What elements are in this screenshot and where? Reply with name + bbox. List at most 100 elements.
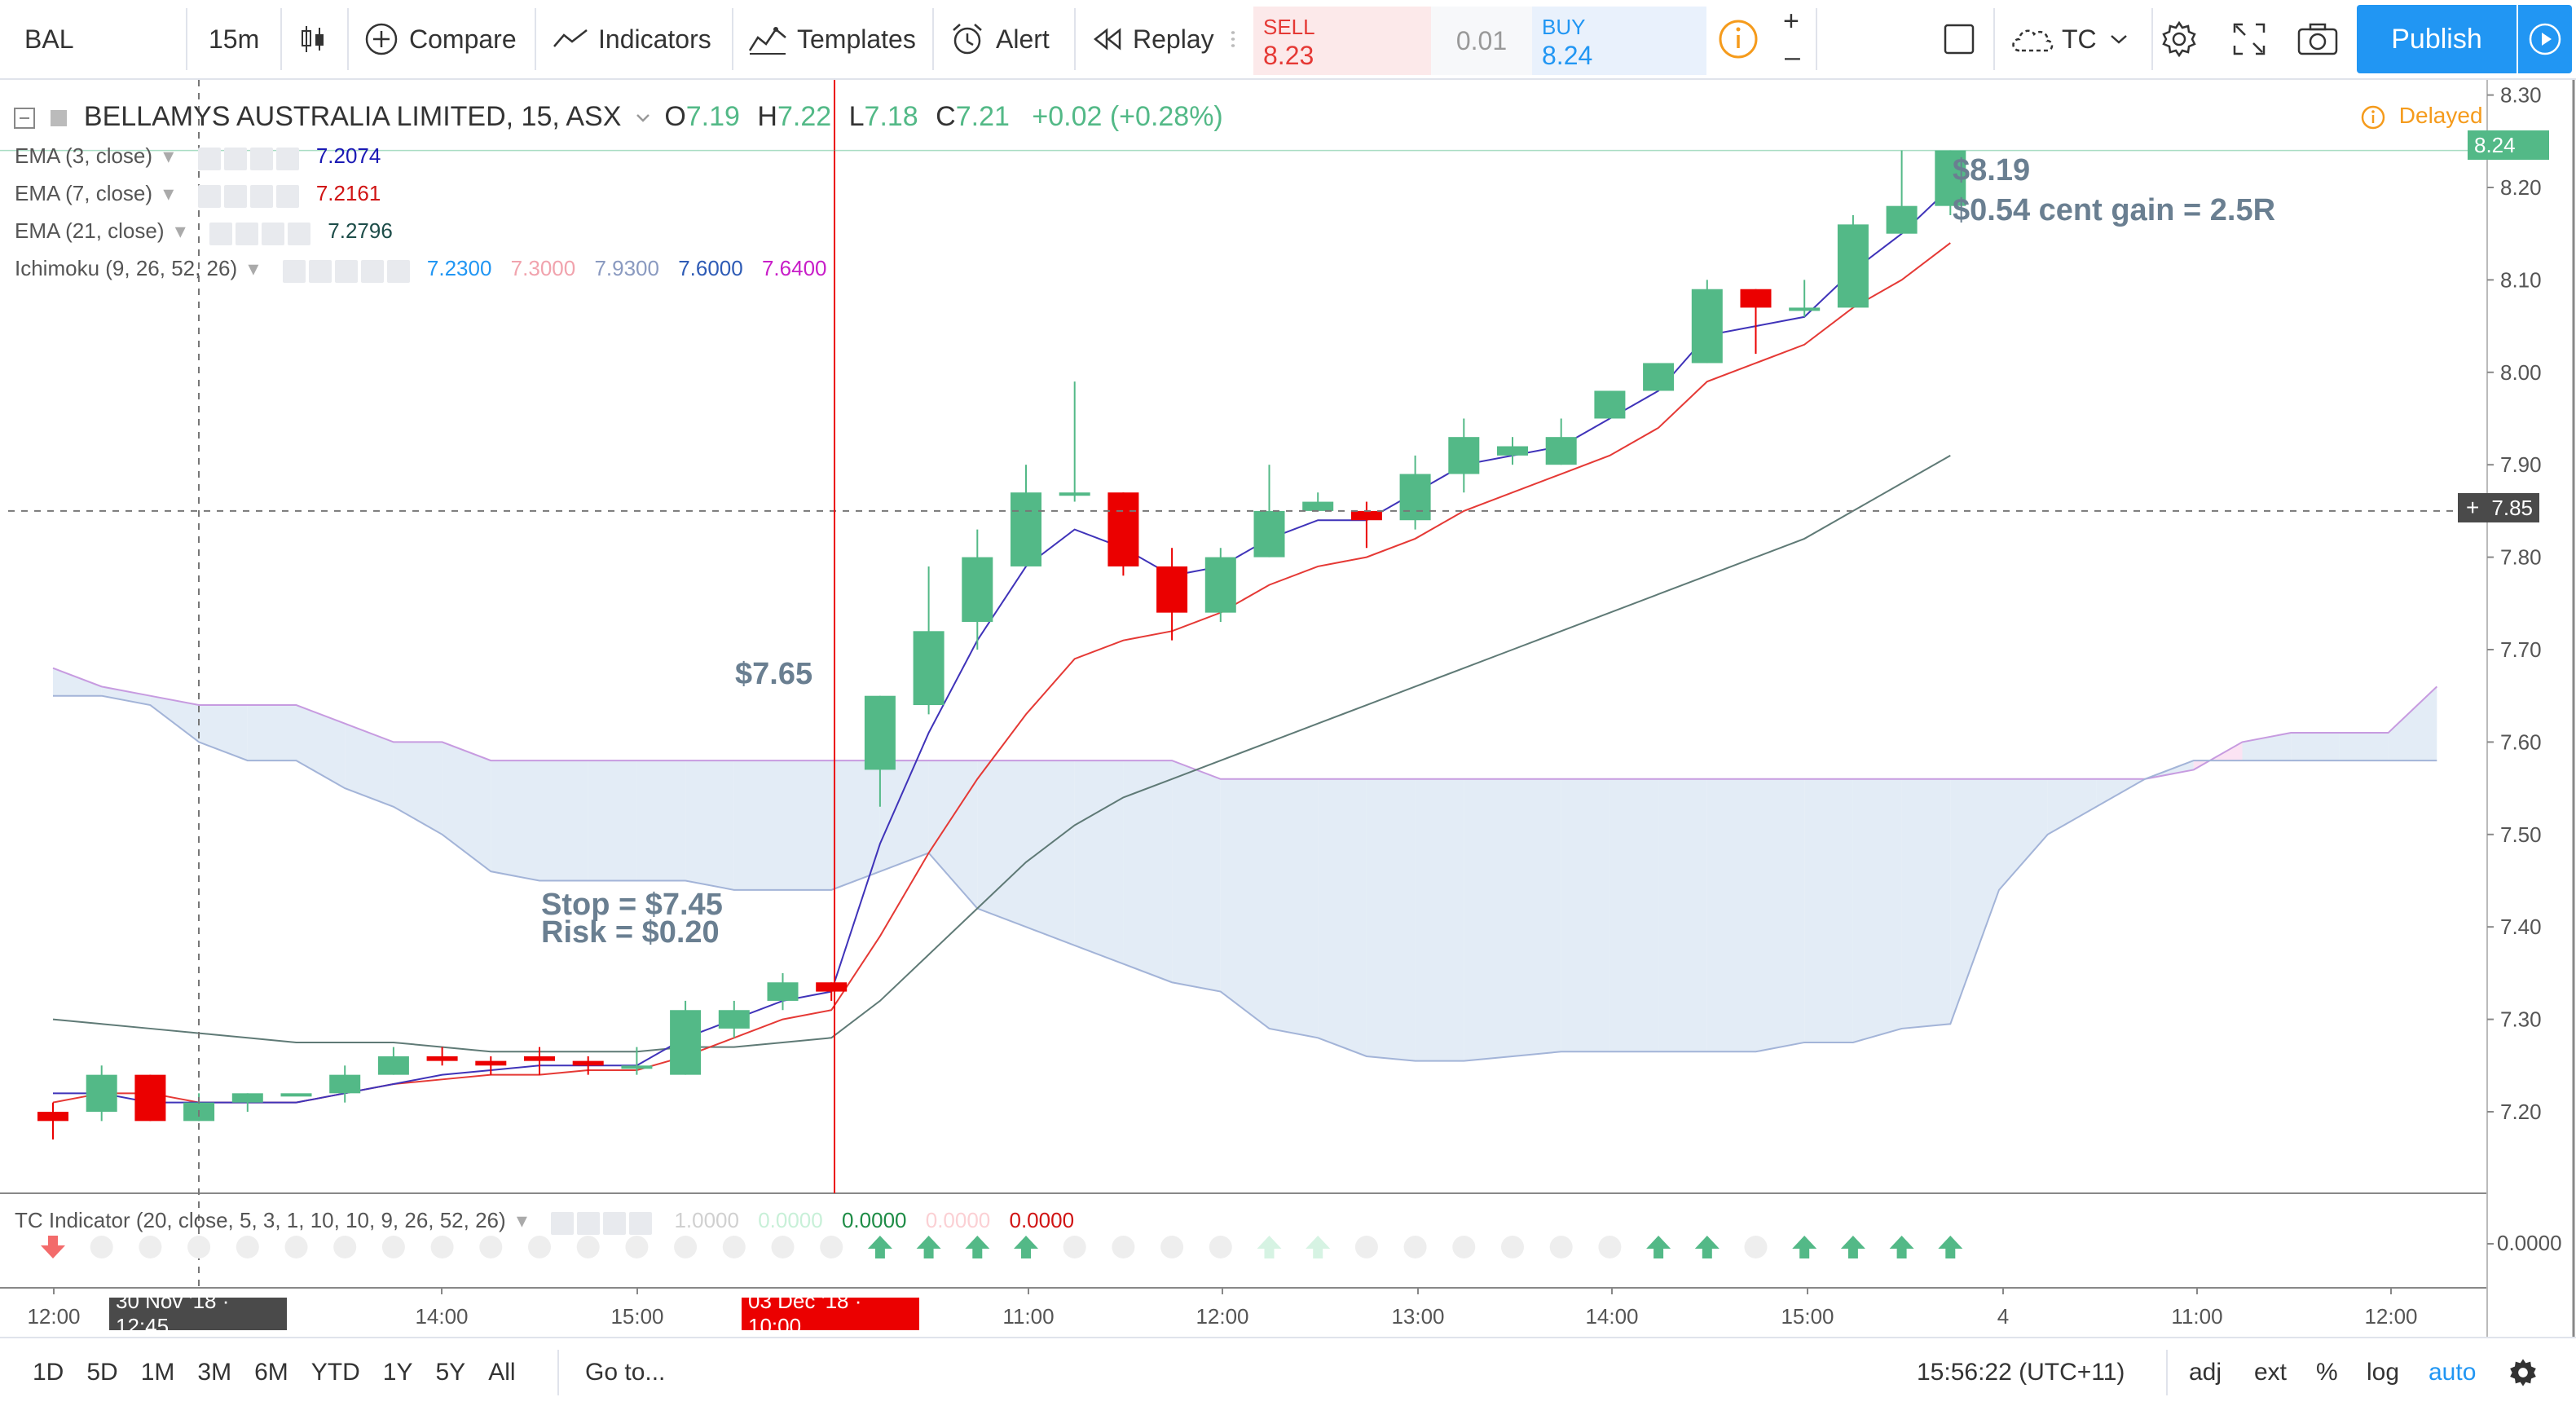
cloud-segment (539, 760, 588, 881)
divider (732, 8, 733, 70)
chart-canvas[interactable]: 8.30 8.20 8.10 8.00 7.90 7.80 7.70 7.60 7.50 7.40… (0, 80, 2576, 1337)
open-value: 7.19 (685, 101, 740, 132)
chart-type-button[interactable] (298, 0, 328, 78)
gain-annotation[interactable]: $0.54 cent gain = 2.5R (1953, 193, 2276, 227)
cloud-segment (296, 705, 346, 789)
range-3m-button[interactable]: 3M (197, 1358, 232, 1386)
high-label: H (757, 101, 777, 132)
clock[interactable]: 15:56:22 (UTC+11) (1917, 1358, 2125, 1386)
interval-button[interactable]: 15m (209, 0, 259, 78)
snapshot-button[interactable] (2296, 0, 2339, 78)
plus-button[interactable]: + (1783, 5, 1799, 37)
tc-indicator-controls[interactable] (551, 1210, 655, 1235)
collapse-icon[interactable] (13, 107, 36, 130)
cloud-segment (685, 760, 734, 890)
candle-body (1837, 224, 1869, 308)
tc-neutral-dot (528, 1236, 551, 1258)
price-tick-label: 7.20 (2500, 1100, 2542, 1124)
fullscreen-button[interactable] (2231, 0, 2267, 78)
delayed-badge[interactable]: Delayed (2360, 103, 2483, 130)
close-label: C (936, 101, 956, 132)
ema3-legend[interactable]: EMA (3, close) ▾ 7.2074 (15, 143, 381, 170)
adj-toggle[interactable]: adj (2189, 1358, 2222, 1386)
ext-toggle[interactable]: ext (2254, 1358, 2288, 1386)
play-circle-icon (2529, 23, 2561, 55)
templates-button[interactable]: Templates (748, 0, 916, 78)
tc-value-2: 0.0000 (758, 1208, 823, 1232)
publish-button[interactable]: Publish (2357, 5, 2517, 73)
ema7-controls[interactable] (197, 183, 302, 208)
minus-button[interactable]: – (1785, 41, 1800, 73)
divider (280, 8, 282, 70)
tc-indicator-legend[interactable]: TC Indicator (20, close, 5, 3, 1, 10, 10… (15, 1208, 1074, 1235)
legend-title[interactable]: BELLAMYS AUSTRALIA LIMITED, 15, ASX (83, 101, 622, 132)
chevron-down-icon[interactable] (636, 113, 650, 123)
cloud-segment (101, 686, 151, 706)
symbol-search[interactable]: BAL (24, 0, 73, 78)
range-1y-button[interactable]: 1Y (382, 1358, 413, 1386)
candle-body (1740, 289, 1772, 308)
layout-button[interactable]: TC (2010, 0, 2128, 78)
ichimoku-span-a-line (52, 667, 2437, 780)
tc-up-arrow (1694, 1236, 1720, 1258)
target-annotation[interactable]: $8.19 (1953, 153, 2031, 187)
range-1d-button[interactable]: 1D (33, 1358, 64, 1386)
compare-button[interactable]: Compare (363, 0, 517, 78)
price-tick-label: 7.40 (2500, 915, 2542, 939)
range-5y-button[interactable]: 5Y (435, 1358, 466, 1386)
goto-button[interactable]: Go to... (585, 1358, 666, 1386)
rewind-icon (1093, 28, 1121, 51)
ichimoku-controls[interactable] (282, 258, 413, 283)
range-1m-button[interactable]: 1M (140, 1358, 175, 1386)
percent-toggle[interactable]: % (2316, 1358, 2338, 1386)
cloud-segment (1513, 778, 1561, 1056)
cloud-segment (1901, 778, 1951, 1029)
cloud-segment (1755, 778, 1805, 1052)
buy-price: 8.24 (1542, 41, 1593, 70)
settings-button[interactable] (2160, 0, 2199, 78)
publish-dropdown-button[interactable] (2518, 5, 2572, 73)
cloud-segment (1999, 778, 2048, 890)
buy-button[interactable]: BUY 8.24 (1532, 7, 1706, 75)
symbol-text: BAL (24, 24, 74, 54)
alert-button[interactable]: Alert (949, 0, 1050, 78)
entry-annotation[interactable]: $7.65 (735, 657, 813, 691)
sell-button[interactable]: SELL 8.23 (1253, 7, 1431, 75)
cloud-segment (2047, 778, 2097, 835)
chevron-down-icon: ▾ (174, 218, 186, 243)
candle-body (475, 1060, 507, 1066)
candle-body (1253, 510, 1285, 558)
price-tick-label: 8.10 (2500, 267, 2542, 292)
ema21-controls[interactable] (209, 220, 314, 245)
tc-neutral-dot (1501, 1236, 1524, 1258)
crosshair-price-tag[interactable]: + 7.85 (2458, 493, 2539, 522)
time-tick-label: 11:00 (1002, 1304, 1054, 1329)
stop-annotation[interactable]: Stop = $7.45 (541, 888, 723, 922)
risk-annotation[interactable]: Risk = $0.20 (541, 915, 720, 950)
drag-handle[interactable] (1229, 29, 1237, 49)
gear-icon (2510, 1358, 2536, 1386)
replay-button[interactable]: Replay (1092, 0, 1214, 78)
divider (2166, 1350, 2168, 1395)
indicators-button[interactable]: Indicators (553, 0, 711, 78)
time-tick-label: 11:00 (2171, 1304, 2222, 1329)
candle-body (1011, 492, 1041, 566)
rectangle-tool-button[interactable] (1943, 0, 1975, 78)
log-toggle[interactable]: log (2367, 1358, 2400, 1386)
range-5d-button[interactable]: 5D (86, 1358, 118, 1386)
range-all-button[interactable]: All (488, 1358, 516, 1386)
ichimoku-base-value: 7.3000 (510, 256, 576, 280)
ema7-legend[interactable]: EMA (7, close) ▾ 7.2161 (15, 181, 381, 208)
info-button[interactable] (1718, 0, 1759, 78)
auto-toggle[interactable]: auto (2428, 1358, 2477, 1386)
cloud-segment (1950, 778, 1999, 1025)
range-ytd-button[interactable]: YTD (310, 1358, 360, 1386)
ichimoku-legend[interactable]: Ichimoku (9, 26, 52, 26) ▾ 7.2300 7.3000… (15, 256, 827, 283)
ema3-controls[interactable] (197, 145, 302, 170)
ema21-legend[interactable]: EMA (21, close) ▾ 7.2796 (15, 218, 393, 245)
candle-body (231, 1093, 263, 1103)
range-6m-button[interactable]: 6M (254, 1358, 288, 1386)
settings-button[interactable] (2507, 1338, 2539, 1406)
tc-up-arrow (867, 1236, 892, 1258)
cloud-segment (1074, 760, 1124, 964)
